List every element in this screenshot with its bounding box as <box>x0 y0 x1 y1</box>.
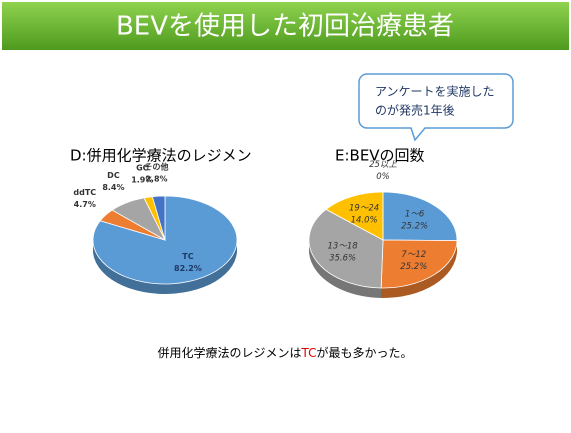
slide-title: BEVを使用した初回治療患者 <box>116 12 454 42</box>
slice-label: 1～6 <box>405 209 425 219</box>
value-label: 82.2% <box>174 264 202 273</box>
slice-label: 25以上 <box>369 159 397 170</box>
slice-label: 7～12 <box>401 250 426 260</box>
slice-label: ddTC <box>73 188 96 197</box>
value-label: 25.2% <box>401 221 428 231</box>
slice <box>151 195 166 241</box>
value-label: 1.9% <box>131 176 153 185</box>
value-label: 14.0% <box>351 215 378 225</box>
callout-line: アンケートを実施した <box>375 84 495 99</box>
slice <box>325 191 384 241</box>
pie-chart: 1～6 25.2% 7～12 25.2% 13～18 35.6% 19～24 14.0% 25以… <box>308 159 458 298</box>
footer-text: が最も多かった。 <box>317 345 413 360</box>
value-label: 8.4% <box>102 183 124 192</box>
callout-box <box>358 73 514 142</box>
callout-line: のが発売1年後 <box>375 103 455 118</box>
value-label: 0% <box>376 172 390 182</box>
footer-text: 併用化学療法のレジメンは <box>157 345 301 360</box>
value-label: 25.2% <box>400 262 427 272</box>
slice-label: その他 <box>144 161 168 171</box>
slice-label: GC <box>136 164 149 173</box>
slice <box>382 191 458 242</box>
pie-chart: TC 82.2% ddTC 4.7% DC 8.4% GC 1.9% その他 2.8% <box>73 161 238 294</box>
slice <box>308 208 384 289</box>
slice-label: TC <box>182 252 193 261</box>
footer-highlight: TC <box>300 346 316 360</box>
value-label: 35.6% <box>329 253 356 263</box>
slice-label: DC <box>107 171 120 180</box>
value-label: 4.7% <box>74 200 96 209</box>
footer: 併用化学療法のレジメンはTCが最も多かった。 <box>157 345 412 360</box>
value-label: 2.8% <box>145 174 167 183</box>
slice-label: 19～24 <box>349 203 379 213</box>
slice <box>380 239 458 289</box>
chart-title: E:BEVの回数 <box>335 147 425 165</box>
slice-label: 13～18 <box>328 241 359 251</box>
title-banner <box>2 2 569 50</box>
chart-title: D:併用化学療法のレジメン <box>70 147 252 165</box>
